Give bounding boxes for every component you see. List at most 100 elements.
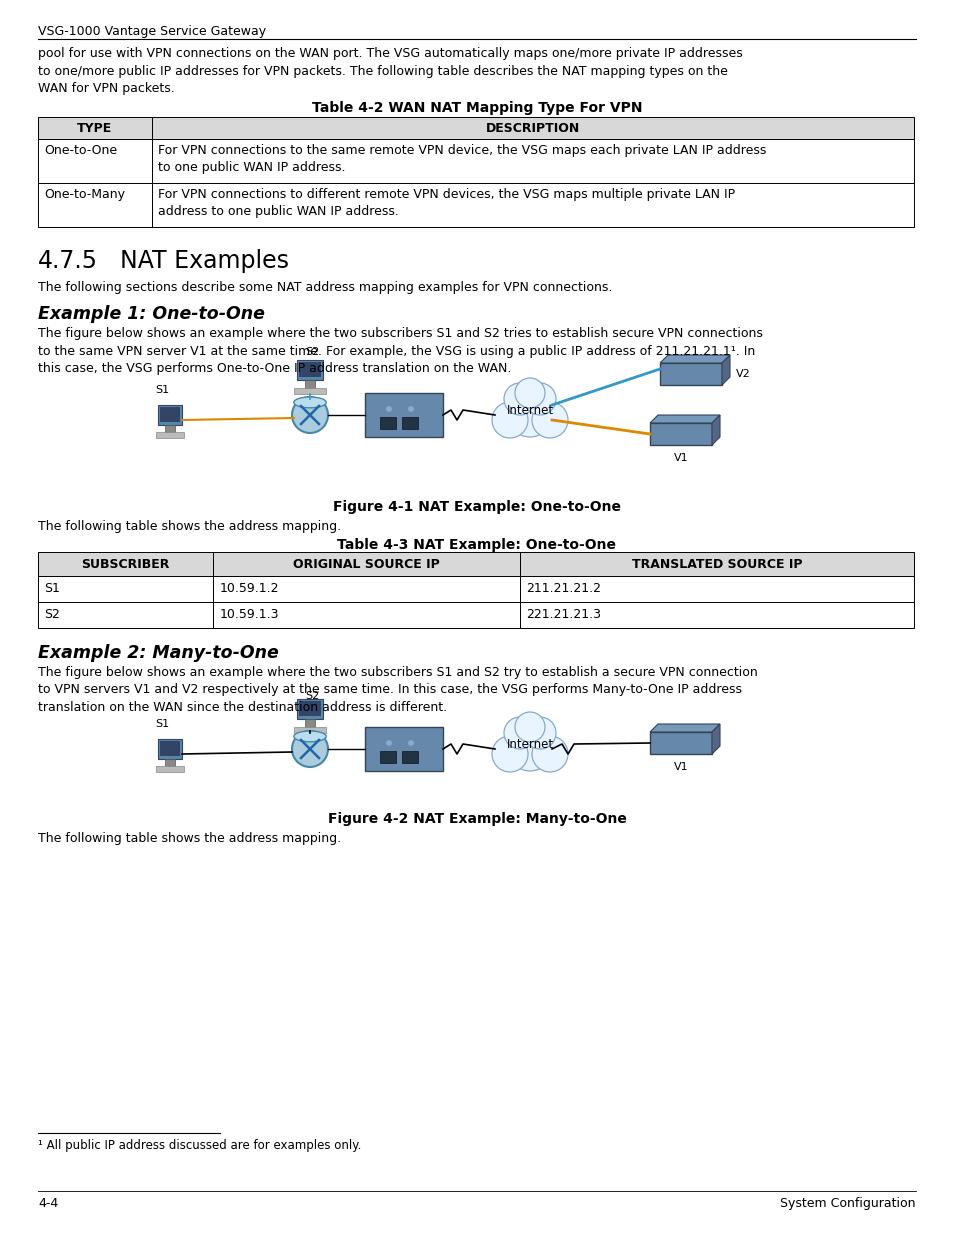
Bar <box>305 719 314 727</box>
Circle shape <box>532 736 567 772</box>
Bar <box>365 393 442 437</box>
Bar <box>519 601 913 629</box>
Text: TYPE: TYPE <box>77 121 112 135</box>
Text: Table 4-3 NAT Example: One-to-One: Table 4-3 NAT Example: One-to-One <box>337 538 616 552</box>
Text: Figure 4-1 NAT Example: One-to-One: Figure 4-1 NAT Example: One-to-One <box>333 500 620 514</box>
Bar <box>165 760 174 766</box>
Text: The following sections describe some NAT address mapping examples for VPN connec: The following sections describe some NAT… <box>38 282 612 294</box>
Bar <box>401 751 417 763</box>
Polygon shape <box>649 415 720 424</box>
Circle shape <box>507 393 552 437</box>
Bar <box>649 424 711 445</box>
Bar <box>38 117 152 140</box>
Text: V2: V2 <box>735 369 750 379</box>
Text: The figure below shows an example where the two subscribers S1 and S2 try to est: The figure below shows an example where … <box>38 666 757 714</box>
Bar <box>213 576 519 601</box>
Circle shape <box>523 718 556 748</box>
Bar <box>38 140 152 183</box>
Circle shape <box>532 403 567 438</box>
Bar <box>152 140 913 183</box>
Bar <box>296 699 323 719</box>
Text: S1: S1 <box>44 583 60 595</box>
Text: The following table shows the address mapping.: The following table shows the address ma… <box>38 832 341 845</box>
Text: 10.59.1.2: 10.59.1.2 <box>219 583 278 595</box>
Text: Example 2: Many-to-One: Example 2: Many-to-One <box>38 643 278 662</box>
Bar <box>38 183 152 227</box>
Bar <box>519 552 913 576</box>
Polygon shape <box>659 354 729 363</box>
Text: DESCRIPTION: DESCRIPTION <box>485 121 579 135</box>
Bar <box>296 359 323 380</box>
Circle shape <box>292 731 328 767</box>
Bar <box>158 739 182 760</box>
Text: Internet: Internet <box>506 737 553 751</box>
Bar <box>519 576 913 601</box>
Text: ORIGINAL SOURCE IP: ORIGINAL SOURCE IP <box>293 557 439 571</box>
Bar <box>152 183 913 227</box>
Bar <box>365 727 442 771</box>
Text: System Configuration: System Configuration <box>780 1197 915 1210</box>
Circle shape <box>503 383 536 415</box>
Circle shape <box>408 406 414 412</box>
Bar <box>401 417 417 429</box>
Bar <box>294 727 326 734</box>
Text: S2: S2 <box>305 347 319 357</box>
Bar <box>38 576 213 601</box>
Text: ¹ All public IP address discussed are for examples only.: ¹ All public IP address discussed are fo… <box>38 1139 361 1152</box>
Bar <box>156 432 184 438</box>
Circle shape <box>507 727 552 771</box>
Text: VSG-1000 Vantage Service Gateway: VSG-1000 Vantage Service Gateway <box>38 25 266 38</box>
Bar <box>379 417 395 429</box>
Bar <box>156 766 184 772</box>
Text: 4.7.5: 4.7.5 <box>38 249 98 273</box>
Circle shape <box>523 383 556 415</box>
Text: NAT Examples: NAT Examples <box>120 249 289 273</box>
Bar <box>298 701 320 716</box>
Text: SUBSCRIBER: SUBSCRIBER <box>81 557 170 571</box>
Circle shape <box>503 718 536 748</box>
Text: V1: V1 <box>673 762 688 772</box>
Bar <box>160 408 180 422</box>
Text: Internet: Internet <box>506 404 553 416</box>
Bar <box>152 117 913 140</box>
Text: 221.21.21.3: 221.21.21.3 <box>525 609 600 621</box>
Text: 211.21.21.2: 211.21.21.2 <box>525 583 600 595</box>
Circle shape <box>492 403 527 438</box>
Bar <box>213 552 519 576</box>
Text: S1: S1 <box>154 385 169 395</box>
Text: For VPN connections to the same remote VPN device, the VSG maps each private LAN: For VPN connections to the same remote V… <box>157 144 765 174</box>
Circle shape <box>515 713 544 742</box>
Ellipse shape <box>294 731 326 742</box>
Ellipse shape <box>294 396 326 408</box>
Bar <box>38 552 213 576</box>
Bar <box>649 732 711 755</box>
Text: 4-4: 4-4 <box>38 1197 58 1210</box>
Circle shape <box>515 378 544 408</box>
Circle shape <box>492 736 527 772</box>
Bar <box>659 363 721 385</box>
Text: The figure below shows an example where the two subscribers S1 and S2 tries to e: The figure below shows an example where … <box>38 327 762 375</box>
Bar <box>165 425 174 432</box>
Bar <box>294 388 326 394</box>
Text: For VPN connections to different remote VPN devices, the VSG maps multiple priva: For VPN connections to different remote … <box>157 188 734 219</box>
Bar <box>379 751 395 763</box>
Text: S2: S2 <box>305 692 319 701</box>
Polygon shape <box>721 354 729 385</box>
Text: One-to-One: One-to-One <box>44 144 117 157</box>
Text: 10.59.1.3: 10.59.1.3 <box>219 609 278 621</box>
Text: V1: V1 <box>673 453 688 463</box>
Text: TRANSLATED SOURCE IP: TRANSLATED SOURCE IP <box>631 557 801 571</box>
Polygon shape <box>711 415 720 445</box>
Bar <box>38 601 213 629</box>
Bar <box>160 741 180 756</box>
Text: S1: S1 <box>154 719 169 729</box>
Bar <box>158 405 182 425</box>
Text: The following table shows the address mapping.: The following table shows the address ma… <box>38 520 341 534</box>
Text: Table 4-2 WAN NAT Mapping Type For VPN: Table 4-2 WAN NAT Mapping Type For VPN <box>312 101 641 115</box>
Bar <box>305 380 314 388</box>
Circle shape <box>408 740 414 746</box>
Polygon shape <box>649 724 720 732</box>
Polygon shape <box>711 724 720 755</box>
Bar <box>298 362 320 377</box>
Text: Example 1: One-to-One: Example 1: One-to-One <box>38 305 265 324</box>
